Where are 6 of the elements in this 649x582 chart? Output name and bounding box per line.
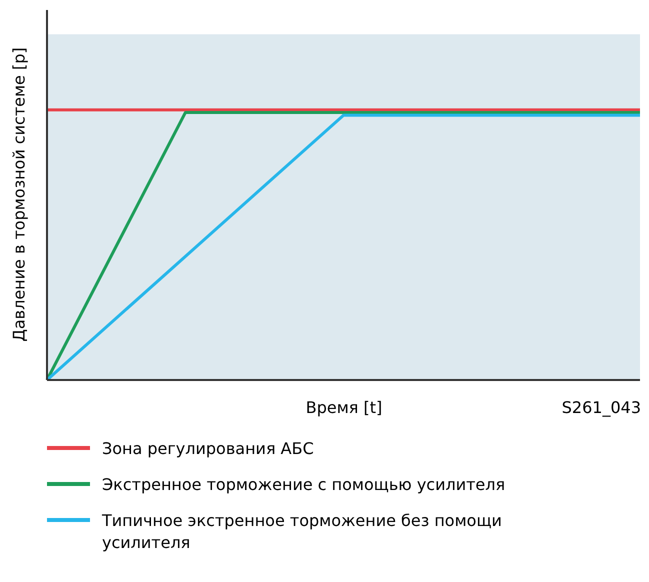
text: S261_043 [562, 398, 641, 417]
x-axis-title: Время [t] [306, 398, 382, 417]
legend-label: Типичное экстренное торможение без помощи усилителя [102, 510, 503, 554]
legend-label: Зона регулирования АБС [102, 438, 315, 460]
y-axis-title: Давление в тормозной системе [p] [10, 46, 28, 342]
legend-label: Экстренное торможение с помощью усилителя [102, 474, 506, 496]
